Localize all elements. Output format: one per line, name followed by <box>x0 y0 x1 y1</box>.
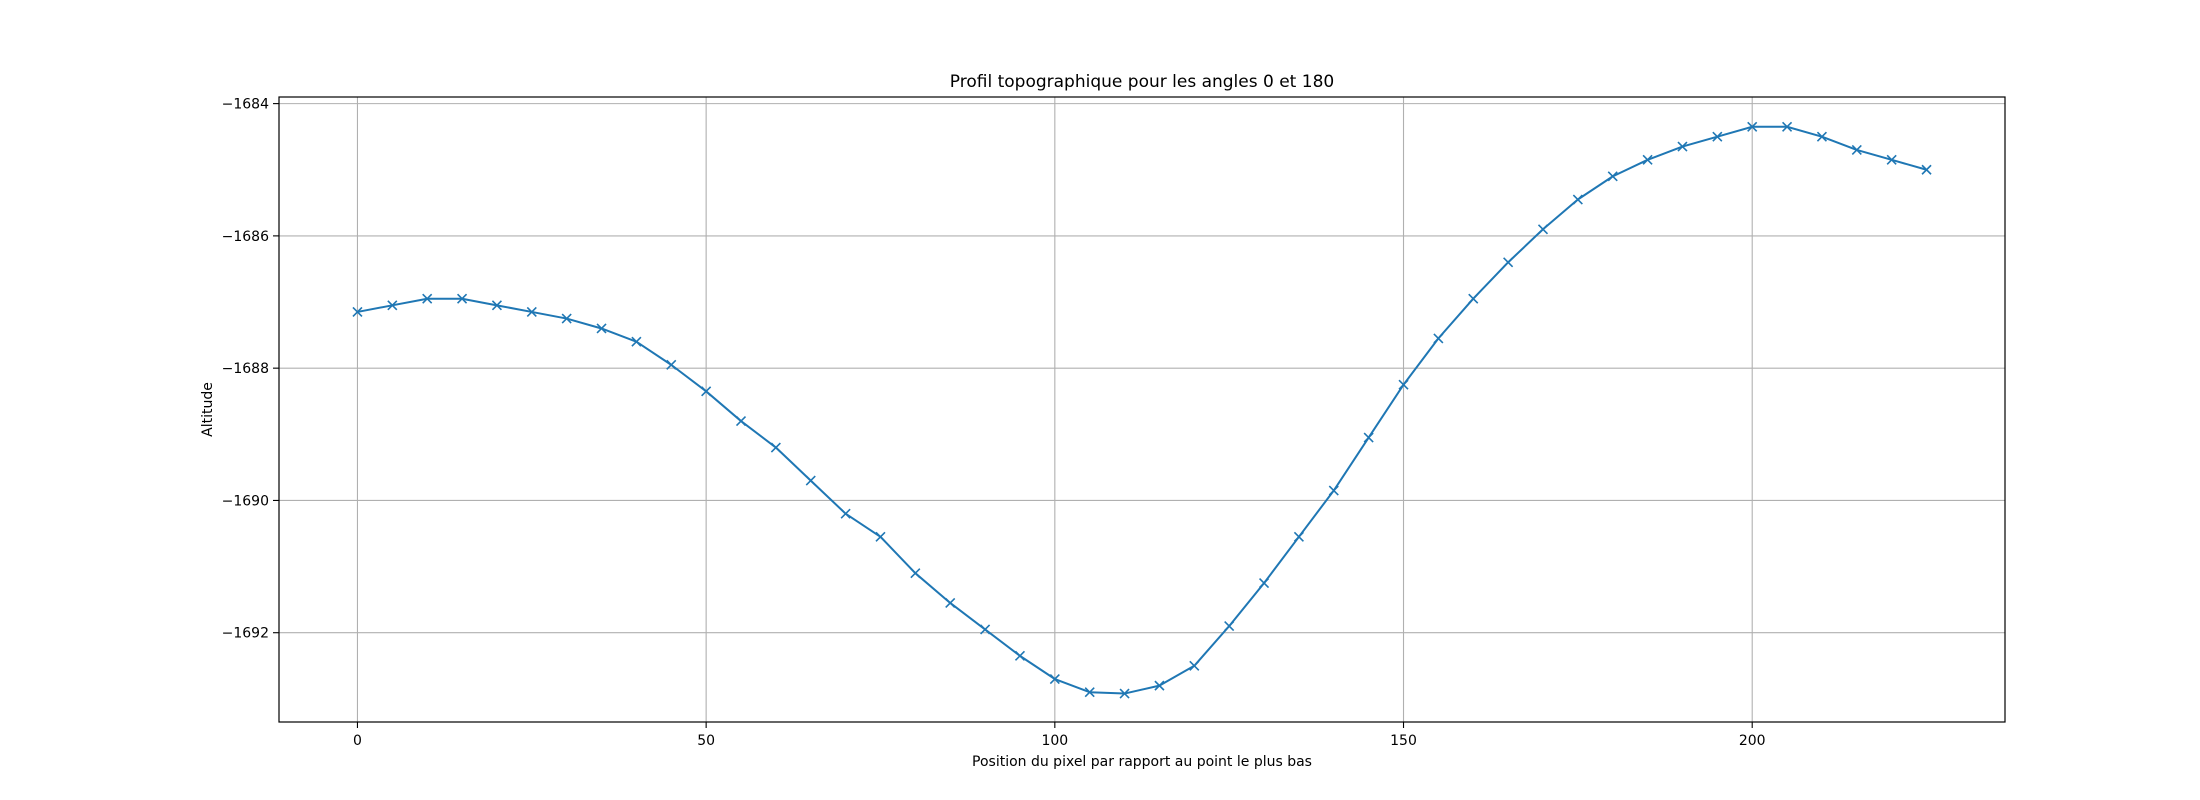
series-line <box>357 125 1927 695</box>
data-point-marker <box>1049 673 1060 685</box>
x-axis-ticks: 0 50 100 150 200 <box>353 722 1766 749</box>
x-tick-label: 100 <box>1041 733 1068 749</box>
data-point-marker <box>1851 144 1862 155</box>
data-point-marker <box>1503 257 1514 268</box>
data-point-marker <box>561 313 572 324</box>
x-tick-label: 200 <box>1739 733 1766 749</box>
data-point-marker <box>1468 293 1479 304</box>
data-point-marker <box>980 624 991 635</box>
x-tick-label: 50 <box>697 733 715 749</box>
data-point-marker <box>1258 578 1270 589</box>
grid <box>279 97 2005 722</box>
data-point-marker <box>1782 121 1793 132</box>
data-point-marker <box>1328 485 1339 496</box>
data-point-marker <box>1433 333 1444 344</box>
data-point-marker <box>805 475 816 486</box>
y-axis-ticks: −1692 −1690 −1688 −1686 −1684 <box>222 97 279 642</box>
plot-frame <box>278 96 2006 723</box>
y-tick-label: −1688 <box>222 361 269 377</box>
data-point-marker <box>945 597 956 609</box>
data-point-marker <box>491 300 502 311</box>
data-point-marker <box>1747 121 1758 132</box>
data-point-marker <box>526 306 537 318</box>
y-tick-label: −1684 <box>222 97 269 113</box>
y-tick-label: −1686 <box>222 229 269 245</box>
data-point-marker <box>1572 194 1583 205</box>
data-point-marker <box>701 386 712 397</box>
data-point-marker <box>387 300 398 311</box>
data-point-marker <box>1677 141 1688 152</box>
data-point-marker <box>456 293 468 304</box>
y-tick-label: −1690 <box>222 493 269 509</box>
data-point-marker <box>1084 687 1095 698</box>
data-point-marker <box>1537 224 1549 235</box>
data-point-marker <box>1363 432 1374 443</box>
x-tick-label: 150 <box>1390 733 1417 749</box>
data-point-marker <box>910 568 921 579</box>
x-tick-label: 0 <box>353 733 362 749</box>
y-tick-label: −1692 <box>222 626 269 642</box>
data-point-marker <box>1154 680 1165 691</box>
series-layer <box>352 121 1932 699</box>
data-point-marker <box>352 306 363 318</box>
data-point-marker <box>1886 154 1897 165</box>
data-point-marker <box>1816 131 1828 142</box>
data-point-marker <box>1607 171 1618 182</box>
data-point-marker <box>735 416 747 427</box>
data-point-marker <box>1293 531 1304 542</box>
data-point-marker <box>1189 660 1200 671</box>
data-point-marker <box>1398 379 1409 390</box>
data-point-marker <box>840 508 851 519</box>
data-point-marker <box>770 442 781 453</box>
data-point-marker <box>1712 131 1723 142</box>
data-point-marker <box>631 336 642 347</box>
data-point-marker <box>1119 688 1130 699</box>
data-point-marker <box>1014 650 1026 661</box>
data-point-marker <box>422 293 433 304</box>
y-axis-title: Altitude <box>200 382 216 437</box>
x-axis-title: Position du pixel par rapport au point l… <box>972 754 1312 770</box>
data-point-marker <box>666 359 677 370</box>
data-point-marker <box>1224 621 1235 632</box>
data-point-marker <box>1921 164 1932 175</box>
data-point-marker <box>875 531 886 542</box>
chart-title: Profil topographique pour les angles 0 e… <box>950 72 1334 92</box>
data-point-marker <box>596 323 607 334</box>
data-point-marker <box>1642 154 1653 165</box>
